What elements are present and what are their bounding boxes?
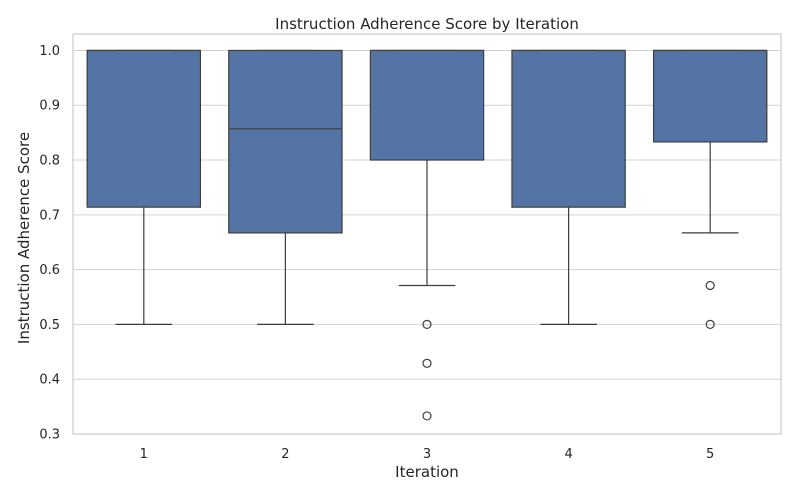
plot-frame (72, 33, 782, 435)
tick-layer: 0.3 0.4 0.5 0.6 0.7 0.8 0.9 1.0 1 2 3 4 5 (39, 44, 714, 462)
y-tick-label: 0.3 (39, 428, 60, 443)
outlier-point (705, 319, 715, 330)
outlier-point (422, 319, 432, 330)
y-tick-label: 0.5 (39, 318, 60, 333)
y-tick-label: 1.0 (39, 44, 60, 59)
box-layer (86, 49, 768, 421)
outlier-point (422, 411, 432, 421)
y-tick-label: 0.9 (39, 99, 60, 114)
chart-title: Instruction Adherence Score by Iteration (275, 15, 579, 33)
box-iqr (86, 49, 202, 208)
x-tick-label: 2 (281, 447, 289, 462)
y-tick-label: 0.6 (39, 263, 60, 278)
box-group (511, 49, 626, 326)
x-axis-label: Iteration (395, 463, 459, 481)
box-iqr (228, 49, 343, 234)
y-axis-label: Instruction Adherence Score (15, 132, 33, 344)
x-tick-label: 1 (140, 447, 148, 462)
box-group (228, 49, 343, 326)
y-tick-label: 0.4 (39, 373, 60, 388)
box-group (652, 49, 768, 330)
box-iqr (369, 49, 485, 161)
y-tick-label: 0.8 (39, 154, 60, 169)
outlier-point (705, 280, 715, 291)
x-tick-label: 4 (564, 447, 572, 462)
outlier-point (422, 358, 432, 368)
y-tick-label: 0.7 (39, 208, 60, 223)
x-tick-label: 3 (423, 447, 431, 462)
box-group (369, 49, 485, 421)
box-group (86, 49, 202, 326)
box-iqr (652, 49, 768, 143)
box-iqr (511, 49, 626, 208)
x-tick-label: 5 (706, 447, 714, 462)
